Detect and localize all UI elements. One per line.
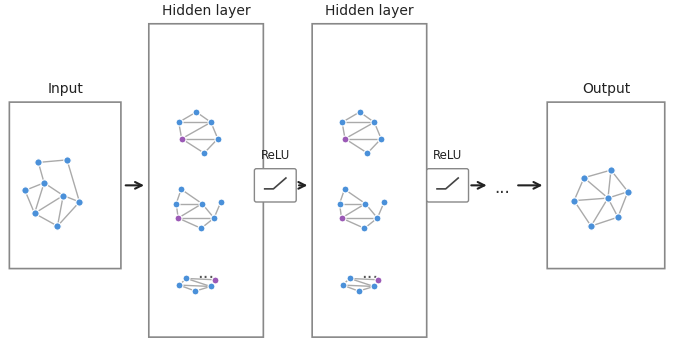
Point [173,215,184,221]
Point [585,223,596,229]
Point [57,193,69,199]
Text: ReLU: ReLU [260,149,290,162]
Point [190,109,202,115]
Point [38,180,50,186]
Point [176,186,187,192]
Point [334,201,345,207]
Text: ...: ... [197,264,215,281]
Text: Input: Input [47,82,83,96]
Point [62,157,73,163]
Point [359,225,370,231]
Point [606,167,617,173]
Point [578,175,589,181]
FancyBboxPatch shape [312,24,427,337]
Point [212,136,223,142]
Point [612,214,624,220]
FancyBboxPatch shape [149,24,263,337]
Point [336,215,347,221]
Point [368,284,379,289]
Point [340,136,351,142]
Point [216,199,227,204]
Text: Hidden layer: Hidden layer [162,4,251,18]
Point [20,188,31,193]
Point [181,276,192,281]
Point [369,119,380,125]
Point [209,277,220,283]
Point [209,215,220,221]
Point [205,284,216,289]
Point [568,198,580,204]
Text: ...: ... [360,264,378,281]
Point [372,215,383,221]
FancyBboxPatch shape [427,169,468,202]
Point [176,136,188,142]
Text: ...: ... [494,179,510,197]
Point [33,159,44,165]
FancyBboxPatch shape [547,102,665,269]
Point [354,109,365,115]
Point [360,201,371,207]
Point [373,277,384,283]
Point [344,276,356,281]
Point [339,186,350,192]
Text: Output: Output [582,82,630,96]
Point [171,201,182,207]
Point [199,150,210,156]
Point [74,199,85,205]
Point [375,136,386,142]
Point [190,288,201,294]
Point [205,119,216,125]
Point [52,223,63,229]
Point [362,150,373,156]
Point [379,199,390,204]
Point [195,225,206,231]
Point [622,189,634,195]
Point [174,282,185,288]
Point [337,119,348,125]
FancyBboxPatch shape [254,169,296,202]
FancyBboxPatch shape [9,102,121,269]
Point [353,288,364,294]
Point [337,282,348,288]
Text: ReLU: ReLU [433,149,462,162]
Text: Hidden layer: Hidden layer [325,4,414,18]
Point [173,119,184,125]
Point [197,201,208,207]
Point [29,211,40,216]
Point [603,195,614,201]
